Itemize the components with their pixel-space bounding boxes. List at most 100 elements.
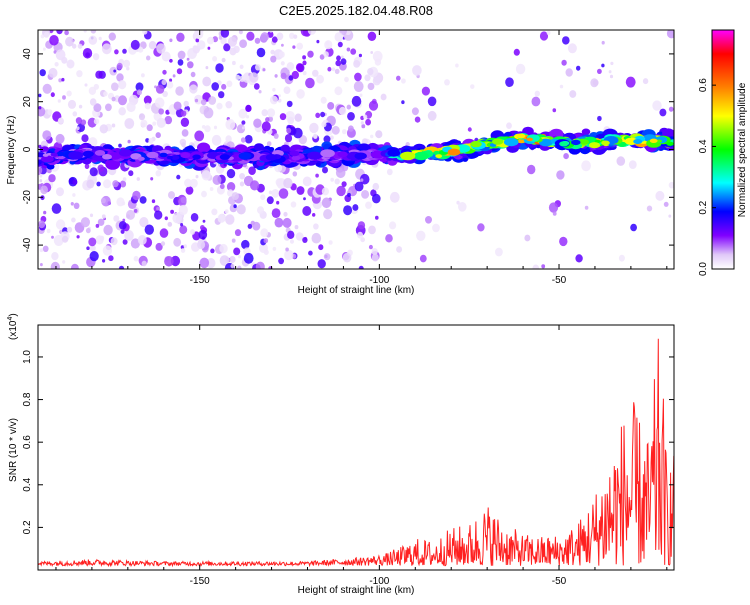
spectrogram-speckle <box>569 90 577 98</box>
spectrogram-speckle <box>137 46 144 53</box>
spectrogram-speckle <box>385 234 393 243</box>
spectrogram-speckle <box>427 110 437 121</box>
spectrogram-speckle <box>151 199 156 204</box>
spectrogram-speckle <box>42 130 52 141</box>
spectrogram-speckle <box>370 134 374 139</box>
spectrogram-speckle <box>274 74 278 78</box>
spectrogram-speckle <box>207 46 211 50</box>
spectrogram-speckle <box>43 31 50 38</box>
spectrogram-ridge-core <box>579 139 589 145</box>
spectrogram-speckle <box>563 153 569 160</box>
spectrogram-speckle <box>321 187 329 196</box>
spectrogram-speckle <box>242 126 245 130</box>
spectrogram-speckle <box>253 83 260 90</box>
spectrogram-speckle <box>97 164 105 172</box>
spectrogram-speckle <box>202 219 206 223</box>
spectrogram-speckle <box>184 178 192 188</box>
spectrogram-speckle <box>559 236 568 247</box>
spectrogram-speckle <box>83 30 87 33</box>
spectrogram-speckle <box>118 221 127 230</box>
spectrogram-speckle <box>590 78 599 88</box>
spectrogram-speckle <box>346 47 351 52</box>
colorbar-ticks: 0.0 0.2 0.4 0.6 <box>698 78 716 276</box>
spectrogram-speckle <box>66 226 73 233</box>
spectrogram-ridge-core <box>413 151 429 161</box>
bottom-xlabel: Height of straight line (km) <box>298 585 415 596</box>
spectrogram-speckle <box>506 122 512 129</box>
spectrogram-speckle <box>220 37 227 45</box>
y-tick-label: 40 <box>22 48 33 60</box>
spectrogram-speckle <box>628 160 637 170</box>
spectrogram-speckle <box>200 225 205 231</box>
spectrogram-speckle <box>416 230 426 241</box>
spectrogram-speckle <box>565 68 573 77</box>
spectrogram-speckle <box>43 47 46 51</box>
spectrogram-speckle <box>122 177 127 182</box>
spectrogram-speckle <box>552 211 557 216</box>
spectrogram-speckle <box>150 177 154 181</box>
spectrogram-speckle <box>38 93 42 98</box>
spectrogram-speckle <box>233 45 240 54</box>
spectrogram-speckle <box>169 58 173 63</box>
spectrogram-speckle <box>109 66 118 76</box>
spectrogram-ridge-core <box>94 150 106 156</box>
spectrogram-speckle <box>201 125 206 129</box>
spectrogram-speckle <box>210 248 215 254</box>
spectrogram-speckle <box>239 181 245 187</box>
spectrogram-speckle <box>176 68 183 75</box>
spectrogram-speckle <box>50 261 60 269</box>
spectrogram-speckle <box>372 50 383 62</box>
spectrogram-speckle <box>319 54 325 60</box>
spectrogram-ridge-core <box>559 141 569 147</box>
spectrogram-speckle <box>72 43 77 49</box>
spectrogram-speckle <box>253 118 262 128</box>
spectrogram-speckle <box>361 190 370 199</box>
spectrogram-speckle <box>50 92 55 98</box>
spectrogram-speckle <box>152 121 157 126</box>
spectrogram-speckle <box>155 132 161 139</box>
spectrogram-speckle <box>365 201 372 209</box>
spectrogram-speckle <box>414 116 421 123</box>
spectrogram-speckle <box>215 63 224 73</box>
spectrogram-speckle <box>562 36 570 45</box>
spectrogram-speckle <box>43 210 47 215</box>
spectrogram-speckle <box>58 117 64 124</box>
spectrogram-speckle <box>363 114 368 120</box>
spectrogram-speckle <box>42 83 52 94</box>
spectrogram-speckle <box>72 111 78 117</box>
spectrogram-speckle <box>286 127 292 134</box>
spectrogram-speckle <box>358 53 362 58</box>
spectrogram-speckle <box>101 43 112 55</box>
spectrogram-ridge-core <box>601 140 610 146</box>
spectrogram-speckle <box>274 217 284 228</box>
x-tick-label: -50 <box>552 275 567 286</box>
spectrogram-speckle <box>161 51 171 62</box>
spectrogram-speckle <box>289 32 295 39</box>
spectrogram-speckle <box>371 248 378 255</box>
spectrogram-speckle <box>160 241 166 246</box>
spectrogram-speckle <box>352 204 359 211</box>
spectrogram-speckle <box>176 32 185 42</box>
spectrogram-speckle <box>477 223 485 232</box>
spectrogram-speckle <box>48 67 58 78</box>
spectrogram-speckle <box>141 260 147 267</box>
spectrogram-speckle <box>284 249 294 261</box>
spectrogram-speckle <box>277 98 282 103</box>
spectrogram-speckle <box>335 60 342 67</box>
spectrogram-speckle <box>546 30 551 35</box>
spectrogram-speckle <box>308 250 313 256</box>
spectrogram-speckle <box>584 205 589 210</box>
spectrogram-speckle <box>344 76 349 83</box>
spectrogram-speckle <box>61 77 65 82</box>
spectrogram-speckle <box>82 48 93 59</box>
spectrogram-speckle <box>324 40 333 50</box>
spectrogram-speckle <box>122 218 126 222</box>
y-tick-label: 0 <box>22 146 33 152</box>
spectrogram-speckle <box>467 127 472 132</box>
spectrogram-speckle <box>124 118 135 129</box>
spectrogram-speckle <box>130 238 140 249</box>
spectrogram-speckle <box>330 177 335 182</box>
spectrogram-ridge-core <box>492 138 504 145</box>
spectrogram-speckle <box>92 53 100 61</box>
spectrogram-speckle <box>55 133 65 144</box>
